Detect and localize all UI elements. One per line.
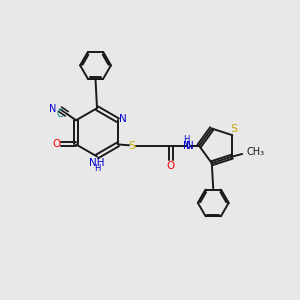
Text: NH: NH bbox=[89, 158, 105, 168]
Text: H: H bbox=[183, 135, 190, 144]
Text: O: O bbox=[167, 161, 175, 171]
Text: N: N bbox=[186, 141, 194, 151]
Text: C: C bbox=[56, 109, 63, 119]
Text: S: S bbox=[230, 124, 237, 134]
Text: O: O bbox=[52, 140, 60, 149]
Text: H: H bbox=[94, 164, 100, 173]
Text: S: S bbox=[128, 141, 136, 151]
Text: CH₃: CH₃ bbox=[247, 148, 265, 158]
Text: N: N bbox=[49, 104, 56, 114]
Text: N: N bbox=[119, 114, 127, 124]
Text: N: N bbox=[183, 141, 190, 151]
